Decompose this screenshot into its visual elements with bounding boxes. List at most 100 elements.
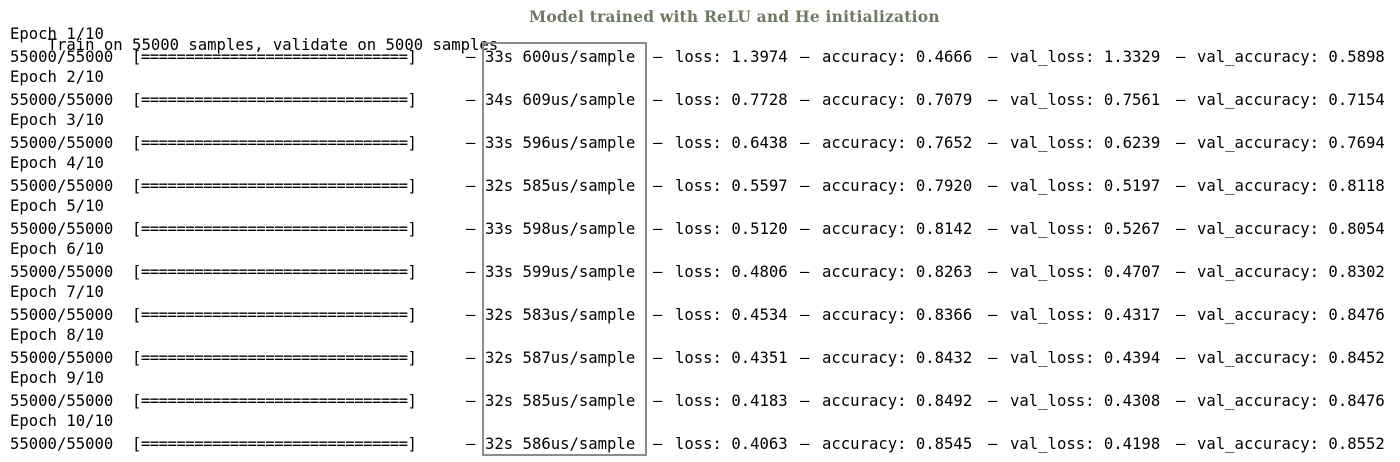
val-loss-value: val_loss: 0.4707	[1010, 263, 1161, 281]
separator-dash: –	[1176, 91, 1186, 109]
epoch-label: Epoch 2/10	[10, 68, 104, 86]
accuracy-value: accuracy: 0.8545	[822, 435, 973, 453]
epoch-time: 33s 600us/sample	[485, 48, 636, 66]
epoch-label: Epoch 1/10	[10, 25, 104, 43]
separator-dash: –	[466, 435, 476, 453]
separator-dash: –	[800, 134, 810, 152]
separator-dash: –	[800, 220, 810, 238]
separator-dash: –	[653, 177, 663, 195]
separator-dash: –	[653, 349, 663, 367]
epoch-time: 32s 585us/sample	[485, 392, 636, 410]
separator-dash: –	[653, 48, 663, 66]
epoch-time: 32s 583us/sample	[485, 306, 636, 324]
separator-dash: –	[988, 220, 998, 238]
separator-dash: –	[653, 263, 663, 281]
separator-dash: –	[466, 134, 476, 152]
separator-dash: –	[653, 91, 663, 109]
val-accuracy-value: val_accuracy: 0.8452	[1197, 349, 1385, 367]
epoch-progress-row: 55000/55000 [============================…	[10, 347, 1395, 369]
val-loss-value: val_loss: 0.5197	[1010, 177, 1161, 195]
separator-dash: –	[653, 306, 663, 324]
epoch-time: 33s 596us/sample	[485, 134, 636, 152]
loss-value: loss: 0.4534	[675, 306, 788, 324]
accuracy-value: accuracy: 0.8263	[822, 263, 973, 281]
sample-count: 55000/55000	[10, 306, 114, 324]
progress-bar: [==============================]	[132, 263, 417, 281]
epoch-label: Epoch 4/10	[10, 154, 104, 172]
val-accuracy-value: val_accuracy: 0.8302	[1197, 263, 1385, 281]
val-accuracy-value: val_accuracy: 0.5898	[1197, 48, 1385, 66]
separator-dash: –	[800, 306, 810, 324]
separator-dash: –	[988, 134, 998, 152]
accuracy-value: accuracy: 0.8142	[822, 220, 973, 238]
sample-count: 55000/55000	[10, 263, 114, 281]
loss-value: loss: 0.5597	[675, 177, 788, 195]
epoch-progress-row: 55000/55000 [============================…	[10, 261, 1395, 283]
val-accuracy-value: val_accuracy: 0.8118	[1197, 177, 1385, 195]
separator-dash: –	[466, 91, 476, 109]
epoch-time: 32s 585us/sample	[485, 177, 636, 195]
epoch-progress-row: 55000/55000 [============================…	[10, 175, 1395, 197]
val-accuracy-value: val_accuracy: 0.8552	[1197, 435, 1385, 453]
progress-bar: [==============================]	[132, 177, 417, 195]
progress-bar: [==============================]	[132, 134, 417, 152]
accuracy-value: accuracy: 0.7652	[822, 134, 973, 152]
accuracy-value: accuracy: 0.4666	[822, 48, 973, 66]
loss-value: loss: 0.4183	[675, 392, 788, 410]
progress-bar: [==============================]	[132, 91, 417, 109]
loss-value: loss: 1.3974	[675, 48, 788, 66]
epoch-progress-row: 55000/55000 [============================…	[10, 390, 1395, 412]
val-loss-value: val_loss: 0.4317	[1010, 306, 1161, 324]
val-loss-value: val_loss: 0.6239	[1010, 134, 1161, 152]
sample-count: 55000/55000	[10, 220, 114, 238]
loss-value: loss: 0.5120	[675, 220, 788, 238]
progress-bar: [==============================]	[132, 306, 417, 324]
progress-bar: [==============================]	[132, 349, 417, 367]
val-accuracy-value: val_accuracy: 0.7154	[1197, 91, 1385, 109]
separator-dash: –	[800, 435, 810, 453]
separator-dash: –	[466, 349, 476, 367]
separator-dash: –	[988, 263, 998, 281]
separator-dash: –	[1176, 349, 1186, 367]
sample-count: 55000/55000	[10, 392, 114, 410]
annotation-title: Model trained with ReLU and He initializ…	[529, 7, 940, 26]
val-loss-value: val_loss: 1.3329	[1010, 48, 1161, 66]
epoch-label: Epoch 5/10	[10, 197, 104, 215]
training-log-console: Train on 55000 samples, validate on 5000…	[10, 0, 1395, 462]
separator-dash: –	[800, 91, 810, 109]
separator-dash: –	[1176, 392, 1186, 410]
loss-value: loss: 0.4351	[675, 349, 788, 367]
accuracy-value: accuracy: 0.8492	[822, 392, 973, 410]
val-loss-value: val_loss: 0.4198	[1010, 435, 1161, 453]
separator-dash: –	[1176, 306, 1186, 324]
epoch-label: Epoch 9/10	[10, 369, 104, 387]
epoch-label: Epoch 7/10	[10, 283, 104, 301]
separator-dash: –	[1176, 220, 1186, 238]
sample-count: 55000/55000	[10, 177, 114, 195]
separator-dash: –	[466, 220, 476, 238]
separator-dash: –	[466, 177, 476, 195]
val-accuracy-value: val_accuracy: 0.8476	[1197, 306, 1385, 324]
separator-dash: –	[988, 392, 998, 410]
val-accuracy-value: val_accuracy: 0.7694	[1197, 134, 1385, 152]
separator-dash: –	[466, 392, 476, 410]
separator-dash: –	[653, 134, 663, 152]
separator-dash: –	[466, 306, 476, 324]
separator-dash: –	[800, 392, 810, 410]
separator-dash: –	[653, 392, 663, 410]
training-summary-text: Train on 55000 samples, validate on 5000…	[47, 36, 499, 54]
loss-value: loss: 0.4806	[675, 263, 788, 281]
separator-dash: –	[1176, 134, 1186, 152]
epoch-progress-row: 55000/55000 [============================…	[10, 89, 1395, 111]
separator-dash: –	[1176, 48, 1186, 66]
separator-dash: –	[466, 263, 476, 281]
epoch-progress-row: 55000/55000 [============================…	[10, 304, 1395, 326]
val-loss-value: val_loss: 0.7561	[1010, 91, 1161, 109]
epoch-time: 32s 586us/sample	[485, 435, 636, 453]
separator-dash: –	[988, 349, 998, 367]
accuracy-value: accuracy: 0.8366	[822, 306, 973, 324]
epoch-label: Epoch 3/10	[10, 111, 104, 129]
epoch-progress-row: 55000/55000 [============================…	[10, 433, 1395, 455]
separator-dash: –	[800, 48, 810, 66]
val-loss-value: val_loss: 0.4308	[1010, 392, 1161, 410]
